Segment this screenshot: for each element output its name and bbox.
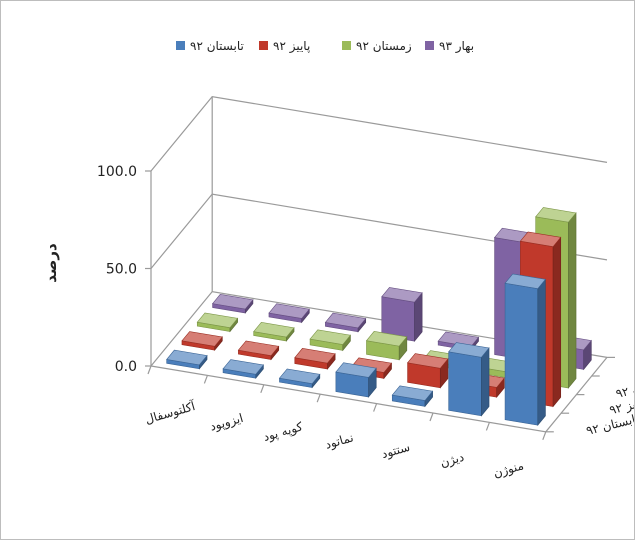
bar xyxy=(407,353,449,389)
legend-item: تابستان ۹۲ xyxy=(176,39,244,53)
category-label: نماتود xyxy=(324,430,356,452)
y-axis-ticks: 0.0 50.0 100.0 xyxy=(97,164,137,375)
bar xyxy=(504,273,546,427)
bar xyxy=(212,293,254,314)
legend-label: تابستان ۹۲ xyxy=(190,39,244,53)
x-tick-mark-7 xyxy=(542,431,547,441)
bar xyxy=(278,368,321,389)
category-label: ستتود xyxy=(380,440,412,462)
legend-label: بهار ۹۳ xyxy=(439,39,474,54)
x-tick-mark-1 xyxy=(203,375,208,384)
legend-item: پاییز ۹۲ xyxy=(259,39,310,54)
bar xyxy=(196,312,239,333)
category-label: ایزوپود xyxy=(208,411,245,435)
chart-walls xyxy=(145,95,615,441)
y-tick-label: 100.0 xyxy=(97,164,137,180)
legend-swatch xyxy=(259,41,268,50)
x-tick-mark-4 xyxy=(373,403,378,412)
bar xyxy=(381,287,423,343)
series-axis-label: تابستان ۹۲ xyxy=(585,411,634,438)
x-tick-mark-6 xyxy=(485,422,490,431)
legend-label: زمستان ۹۲ xyxy=(356,39,412,54)
bar xyxy=(222,359,264,380)
bar xyxy=(294,348,336,370)
bar xyxy=(181,331,223,352)
bar xyxy=(237,340,280,361)
category-label: آکلتوسفال xyxy=(143,398,197,428)
bars xyxy=(166,207,592,427)
legend-item: زمستان ۹۲ xyxy=(342,39,412,54)
bar xyxy=(391,385,434,408)
bar xyxy=(253,321,295,342)
y-axis-title: درصد xyxy=(42,243,60,283)
bar xyxy=(166,349,208,370)
y-tick-label: 50.0 xyxy=(106,262,137,278)
legend-swatch xyxy=(425,41,434,50)
legend: تابستان ۹۲ پاییز ۹۲ زمستان ۹۲ بهار ۹۳ xyxy=(176,39,474,54)
bar xyxy=(448,342,490,417)
x-tick-mark-5 xyxy=(429,412,434,422)
gridline-2 xyxy=(150,95,608,172)
bar xyxy=(309,329,351,352)
bar xyxy=(365,331,408,361)
category-label: کوپه پود xyxy=(262,419,305,445)
bar xyxy=(335,362,377,398)
legend-label: پاییز ۹۲ xyxy=(273,39,310,54)
legend-item: بهار ۹۳ xyxy=(425,39,474,54)
x-tick-mark-0 xyxy=(147,365,152,375)
bar xyxy=(268,303,310,324)
legend-swatch xyxy=(342,41,351,50)
bar xyxy=(324,312,367,333)
legend-swatch xyxy=(176,41,185,50)
x-tick-mark-3 xyxy=(316,393,321,403)
y-tick-label: 0.0 xyxy=(115,359,137,375)
category-label: منوژن xyxy=(492,458,526,481)
category-label: دیژن xyxy=(439,450,466,471)
x-tick-mark-2 xyxy=(260,384,265,394)
